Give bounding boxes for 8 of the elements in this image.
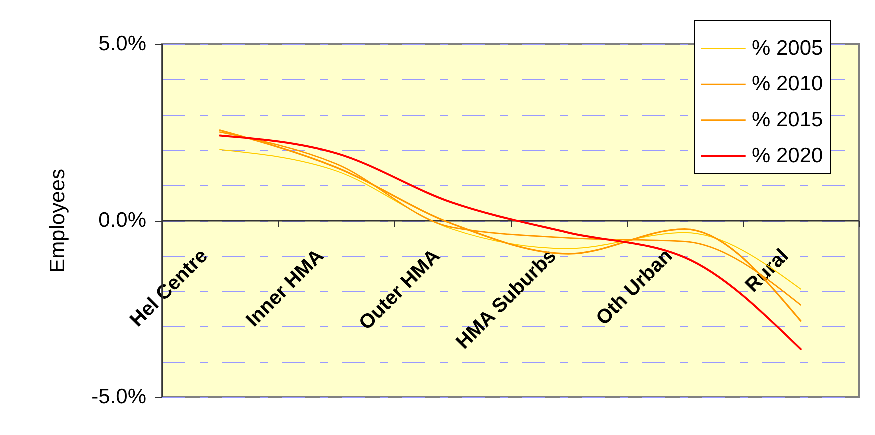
y-tick-label: -5.0% [92,386,146,408]
legend-label: % 2015 [752,108,824,132]
y-axis-title: Employees [46,169,70,273]
legend-label: % 2010 [752,72,824,96]
y-tick-label: 0.0% [98,209,146,232]
legend-label: % 2020 [752,144,824,168]
legend-label: % 2005 [752,37,824,60]
y-tick-label: 5.0% [98,32,146,56]
